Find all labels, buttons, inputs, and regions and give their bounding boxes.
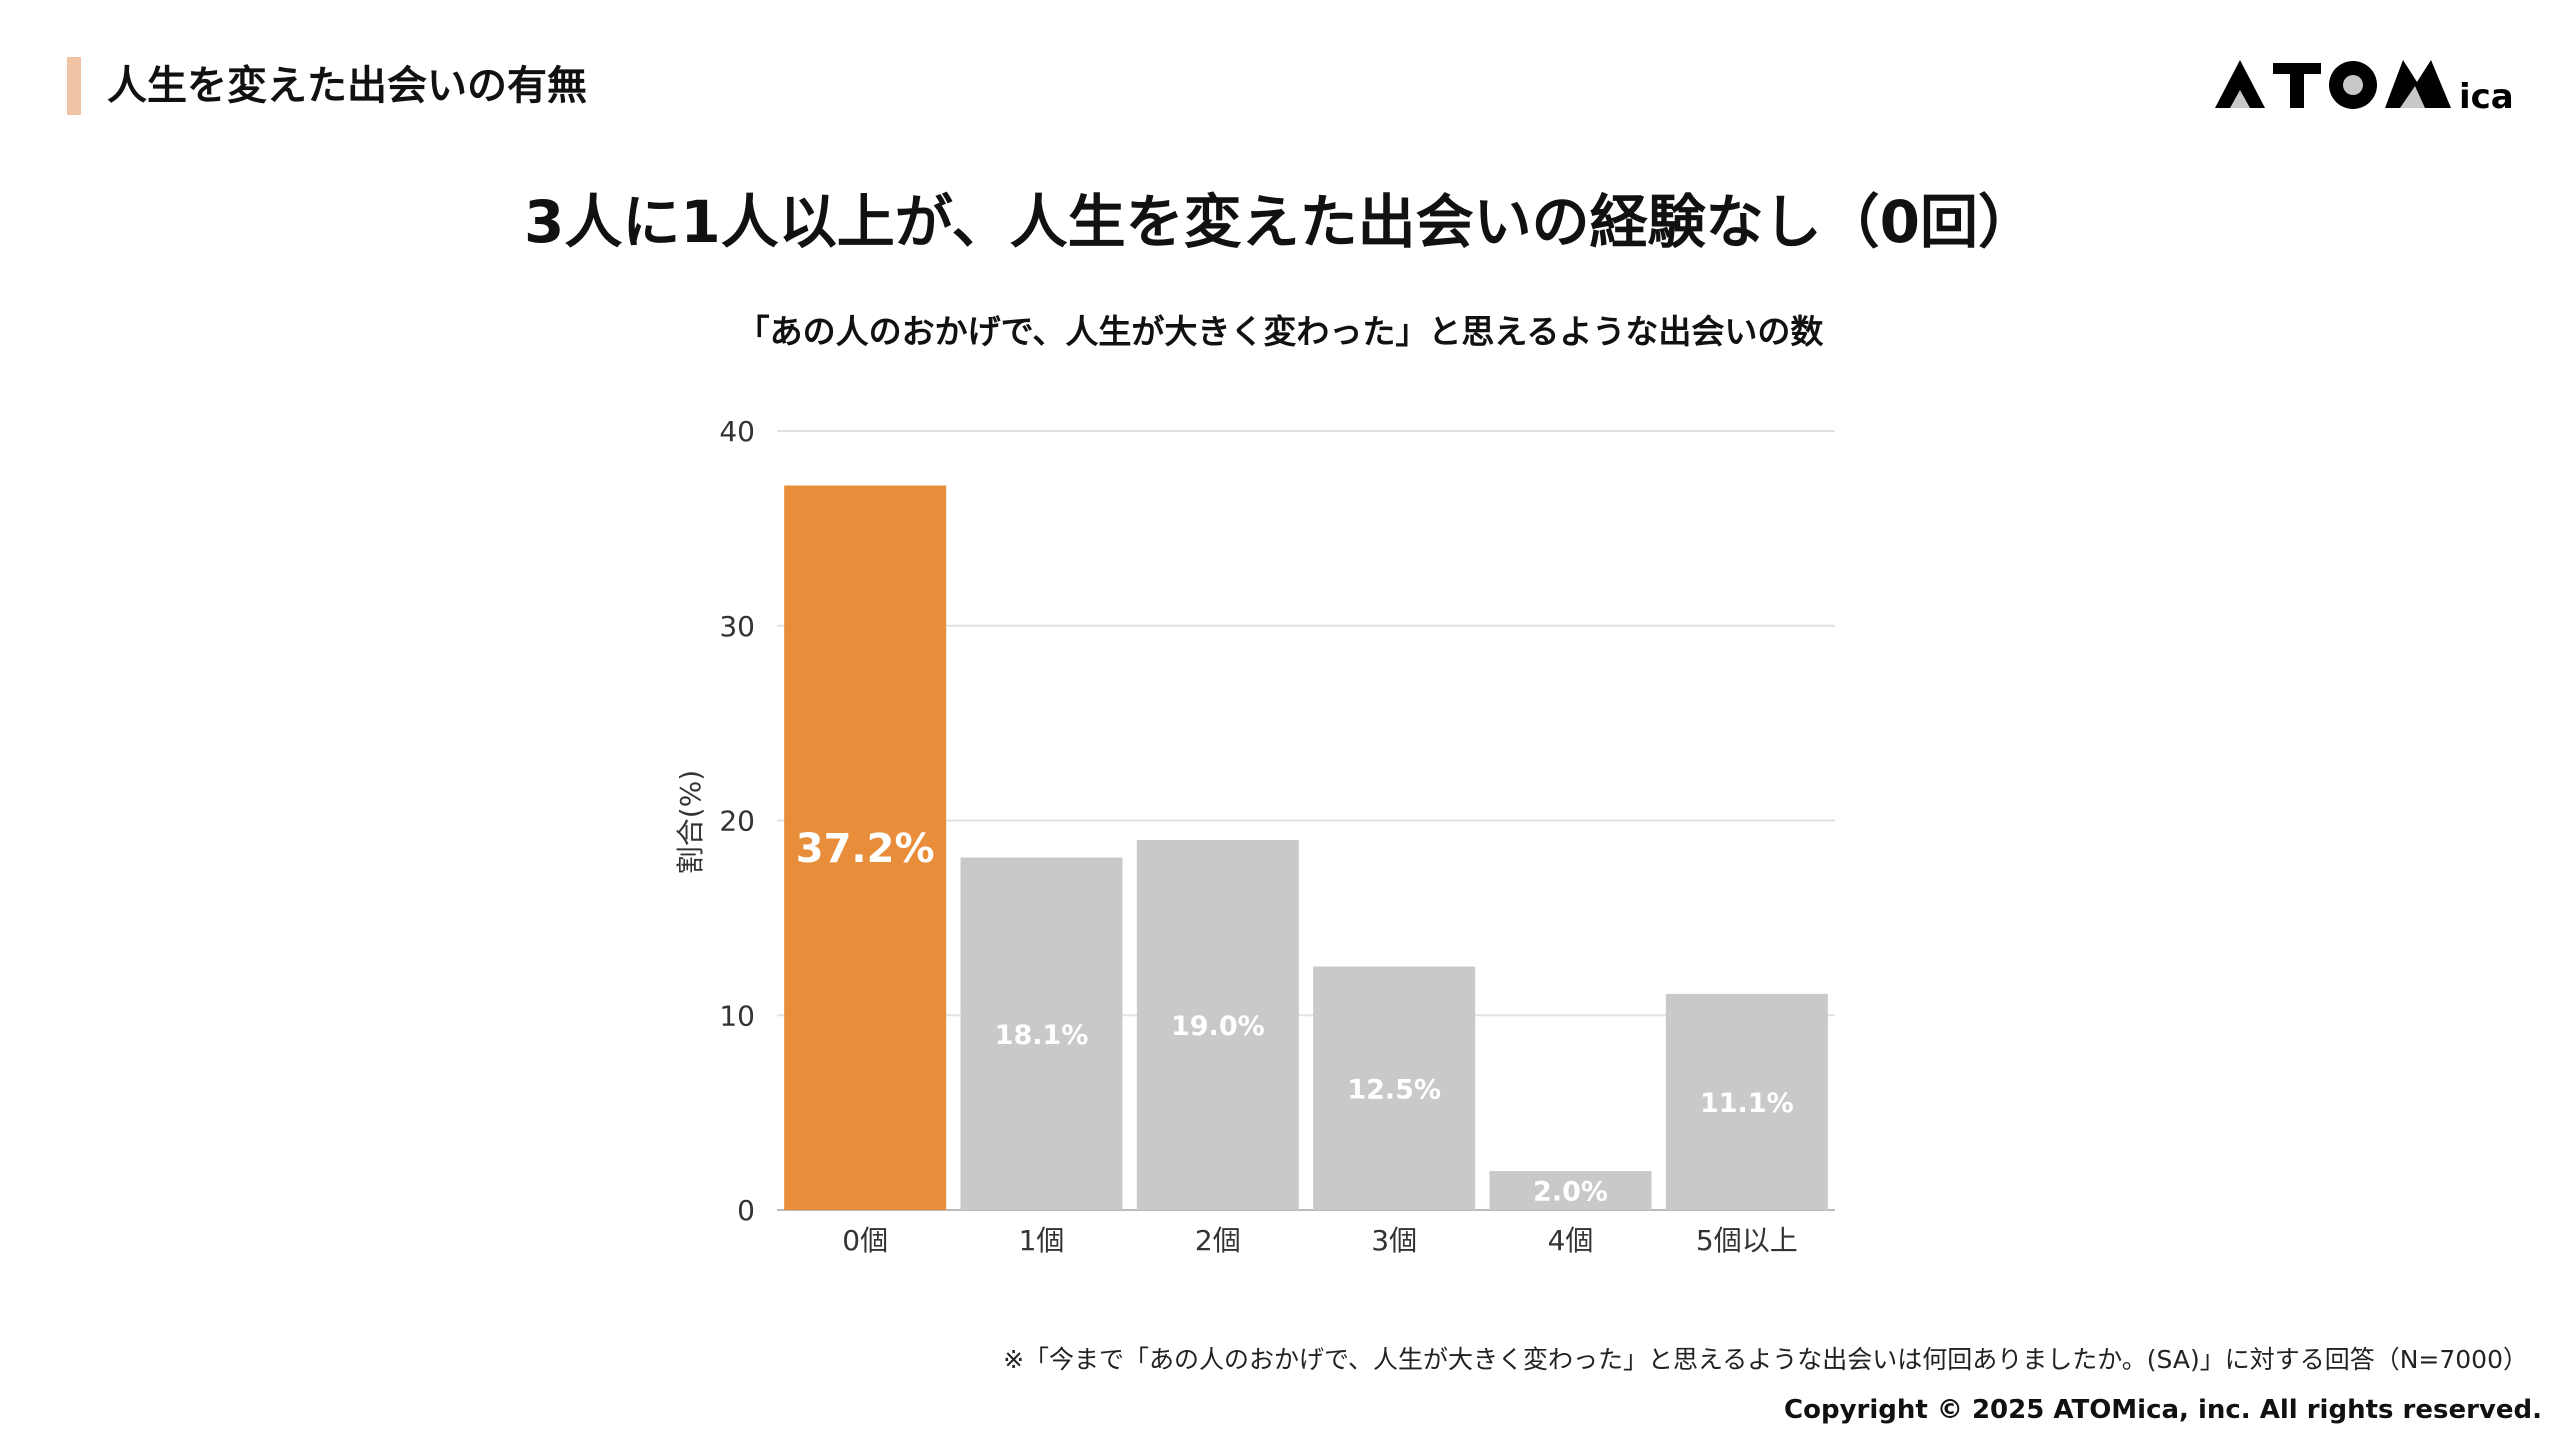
chart-title: 「あの人のおかげで、人生が大きく変わった」と思えるような出会いの数 (736, 312, 1824, 351)
copyright: Copyright © 2025 ATOMica, inc. All right… (1784, 1395, 2542, 1425)
data-label: 37.2% (796, 826, 935, 872)
section-accent-bar (67, 57, 81, 115)
x-tick-label: 2個 (1195, 1224, 1241, 1257)
x-tick-label: 4個 (1548, 1224, 1594, 1257)
svg-text:ica: ica (2459, 77, 2514, 117)
data-label: 19.0% (1171, 1011, 1265, 1042)
bar (1489, 1171, 1652, 1210)
y-tick-label: 30 (719, 610, 755, 643)
data-label: 2.0% (1533, 1177, 1608, 1208)
y-tick-label: 20 (719, 805, 755, 838)
data-label: 11.1% (1700, 1088, 1794, 1119)
bar (784, 485, 947, 1210)
x-tick-label: 3個 (1371, 1224, 1417, 1257)
y-axis-label: 割合(%) (674, 770, 707, 874)
y-tick-label: 0 (737, 1194, 755, 1227)
x-tick-label: 0個 (842, 1224, 888, 1257)
bar (1136, 839, 1299, 1210)
atomica-logo: ica (2215, 60, 2514, 117)
footnote: ※「今まで「あの人のおかげで、人生が大きく変わった」と思えるような出会いは何回あ… (1003, 1345, 2528, 1374)
x-tick-label: 5個以上 (1696, 1224, 1798, 1257)
y-tick-label: 10 (719, 999, 755, 1032)
bar (1665, 993, 1828, 1210)
data-label: 18.1% (995, 1020, 1089, 1051)
bar (960, 857, 1123, 1210)
y-tick-label: 40 (719, 415, 755, 448)
bar (1313, 966, 1476, 1210)
main-title: 3人に1人以上が、人生を変えた出会いの経験なし（0回） (524, 188, 2036, 256)
x-tick-label: 1個 (1019, 1224, 1065, 1257)
section-title: 人生を変えた出会いの有無 (107, 63, 587, 109)
data-label: 12.5% (1347, 1074, 1441, 1105)
